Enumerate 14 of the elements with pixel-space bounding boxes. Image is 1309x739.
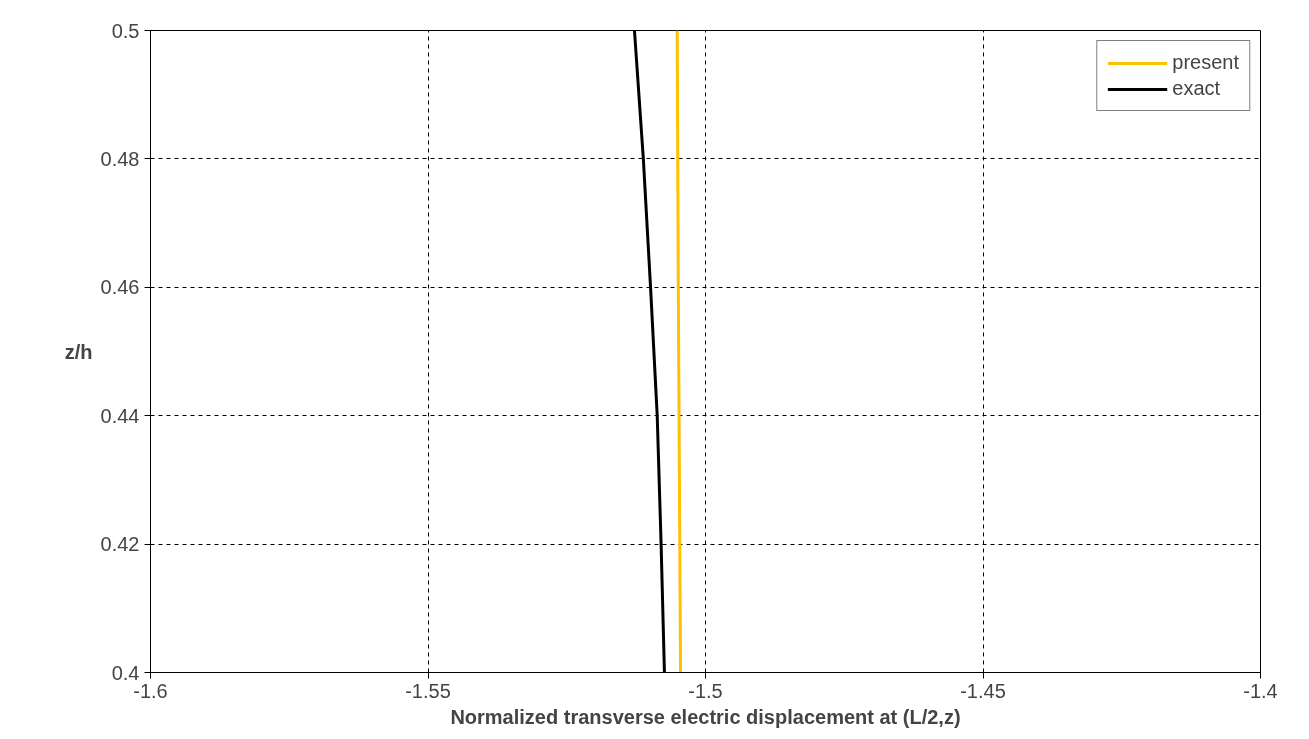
legend-label: present: [1172, 51, 1239, 74]
y-tick-label: 0.48: [100, 147, 140, 170]
y-tick-label: 0.42: [100, 533, 140, 556]
y-tick-label: 0.5: [111, 19, 140, 42]
x-tick-label: -1.55: [405, 679, 451, 702]
y-tick-label: 0.46: [100, 276, 140, 299]
x-tick-label: -1.4: [1243, 679, 1278, 702]
line-series: [675, 30, 683, 673]
legend-label: exact: [1172, 77, 1221, 100]
x-tick-label: -1.45: [960, 679, 1006, 702]
x-axis-title: Normalized transverse electric displacement at (L/2,z): [450, 705, 961, 728]
x-tick-label: -1.5: [688, 679, 723, 702]
y-tick-label: 0.44: [100, 404, 140, 427]
y-axis-title: z/h: [64, 340, 93, 363]
